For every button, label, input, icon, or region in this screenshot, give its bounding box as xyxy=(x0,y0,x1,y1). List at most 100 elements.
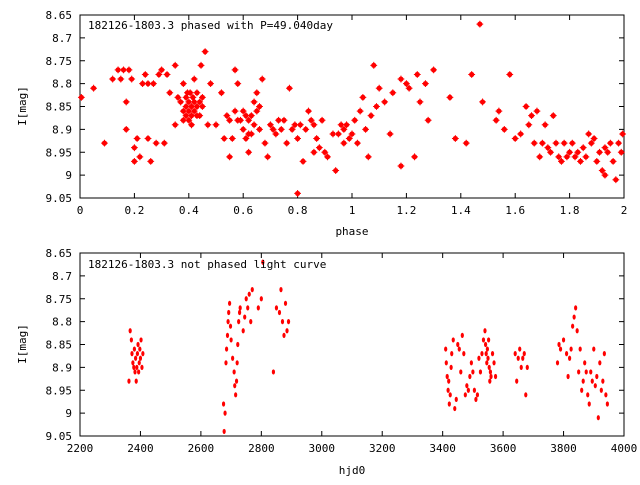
phased-data-point xyxy=(411,153,418,161)
phased-data-point xyxy=(160,139,168,147)
phased-data-point xyxy=(462,139,470,147)
phased-data-point xyxy=(185,116,193,124)
unphased-data-point xyxy=(132,364,136,370)
unphased-data-point xyxy=(456,341,460,348)
unphased-data-point xyxy=(250,287,254,293)
unphased-data-point xyxy=(233,383,237,389)
phased-x-tick-label: 0 xyxy=(77,204,84,217)
phased-data-point xyxy=(340,139,348,147)
phased-data-point xyxy=(552,139,560,147)
unphased-data-point xyxy=(599,387,603,393)
phased-data-point xyxy=(299,158,307,165)
unphased-data-point xyxy=(519,364,523,370)
phased-data-point xyxy=(609,158,617,165)
phased-data-point xyxy=(166,89,174,97)
phased-data-point xyxy=(141,71,149,78)
phased-data-point xyxy=(90,84,97,92)
unphased-data-point xyxy=(447,378,451,384)
unphased-data-point xyxy=(577,369,581,375)
unphased-data-point xyxy=(596,415,600,421)
phased-data-point xyxy=(577,158,584,165)
phased-data-point xyxy=(182,103,190,110)
phased-data-point xyxy=(193,89,201,97)
unphased-data-point xyxy=(282,332,286,338)
phased-data-point xyxy=(117,75,125,83)
unphased-data-point xyxy=(516,355,520,361)
unphased-data-point xyxy=(463,392,467,398)
phased-data-point xyxy=(286,84,293,92)
phased-data-point xyxy=(204,121,212,129)
phased-x-tick-label: 2 xyxy=(621,204,628,217)
phased-data-point xyxy=(574,148,582,156)
phased-data-point xyxy=(345,135,353,142)
unphased-data-point xyxy=(586,392,590,398)
phased-data-point xyxy=(389,89,397,97)
phased-data-point xyxy=(367,112,375,120)
phased-data-point xyxy=(405,84,413,92)
unphased-data-point xyxy=(568,355,572,361)
unphased-x-tick-label: 2600 xyxy=(188,442,215,455)
phased-data-point xyxy=(101,139,108,147)
phased-data-point xyxy=(131,158,138,165)
unphased-data-point xyxy=(481,337,486,343)
unphased-x-tick-label: 3400 xyxy=(429,442,456,455)
unphased-data-point xyxy=(555,360,560,366)
unphased-data-point xyxy=(459,369,463,375)
unphased-data-point xyxy=(221,401,226,407)
phased-data-point xyxy=(313,135,321,142)
unphased-data-point xyxy=(605,401,609,407)
phased-data-point xyxy=(250,121,258,129)
unphased-data-point xyxy=(485,360,489,366)
phased-data-point xyxy=(163,71,171,78)
unphased-y-tick-label: 9.05 xyxy=(46,430,73,443)
phased-data-point xyxy=(563,153,571,161)
phased-data-point xyxy=(234,80,242,88)
phased-data-point xyxy=(231,107,239,115)
unphased-data-point xyxy=(480,351,484,357)
phased-data-point xyxy=(310,121,318,129)
phased-data-point xyxy=(612,176,620,184)
unphased-data-point xyxy=(140,364,144,370)
phased-data-point xyxy=(522,103,530,110)
unphased-data-point xyxy=(129,337,133,343)
unphased-data-point xyxy=(566,373,570,380)
phased-data-point xyxy=(245,148,253,156)
phased-data-point xyxy=(424,116,432,124)
unphased-axis-ticks: 2200 2400 2600 2800 3000 3200 3400 3600 3800 4000… xyxy=(46,247,638,455)
phased-data-point xyxy=(190,107,198,115)
phased-data-point xyxy=(375,84,383,92)
phased-data-point xyxy=(340,125,348,133)
unphased-data-point xyxy=(580,387,584,393)
phased-data-point xyxy=(196,112,204,120)
unphased-data-point xyxy=(522,351,526,357)
unphased-data-point xyxy=(247,291,251,297)
unphased-data-point xyxy=(484,351,488,357)
phased-data-point xyxy=(615,139,622,147)
phased-data-point xyxy=(283,139,291,147)
phased-data-point xyxy=(122,125,130,133)
unphased-data-point xyxy=(469,360,473,366)
unphased-data-point xyxy=(490,351,495,357)
unphased-data-point xyxy=(238,305,242,311)
unphased-data-point xyxy=(483,341,488,348)
phased-data-points xyxy=(77,20,627,197)
phased-data-point xyxy=(218,89,225,97)
phased-data-point xyxy=(422,80,429,88)
unphased-data-point xyxy=(457,346,461,352)
unphased-data-point xyxy=(224,360,228,366)
phased-data-point xyxy=(555,153,563,161)
phased-data-point xyxy=(258,75,266,83)
unphased-data-point xyxy=(583,360,587,366)
unphased-data-point xyxy=(127,378,131,384)
phased-data-point xyxy=(150,80,157,88)
unphased-data-point xyxy=(134,355,138,361)
phased-data-point xyxy=(128,75,136,83)
phased-data-point xyxy=(226,116,233,124)
phased-data-point xyxy=(174,93,182,101)
phased-y-axis-label: I[mag] xyxy=(16,86,29,126)
phased-x-tick-label: 0.2 xyxy=(124,204,144,217)
unphased-data-point xyxy=(492,360,496,366)
unphased-data-point xyxy=(601,378,605,384)
unphased-data-point xyxy=(141,351,145,357)
phased-data-point xyxy=(517,130,525,138)
